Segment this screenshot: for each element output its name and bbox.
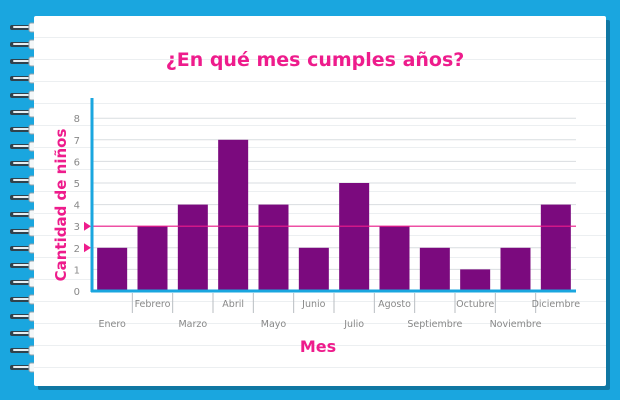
bar (137, 226, 168, 291)
x-tick-label: Abril (222, 299, 244, 310)
x-tick-label: Enero (98, 319, 126, 330)
y-tick-label: 2 (74, 244, 80, 255)
x-tick-label: Octubre (456, 299, 494, 310)
y-tick-label: 7 (74, 136, 80, 147)
bar (258, 204, 289, 291)
x-tick-label: Diciembre (532, 299, 581, 310)
x-tick-label: Marzo (178, 319, 207, 330)
y-tick-label: 4 (74, 201, 80, 212)
bar (419, 247, 450, 291)
bar (540, 204, 571, 291)
bar (177, 204, 208, 291)
bar (460, 269, 491, 291)
y-tick-label: 5 (74, 179, 80, 190)
bar (500, 247, 531, 291)
bar (379, 226, 410, 291)
chart-title: ¿En qué mes cumples años? (166, 49, 465, 71)
x-tick-label: Febrero (135, 299, 171, 310)
y-tick-label: 6 (74, 157, 80, 168)
bar (97, 247, 128, 291)
x-tick-label: Noviembre (490, 319, 542, 330)
bar-chart: ¿En qué mes cumples años? Cantidad de ni… (52, 49, 581, 356)
axis-marker-arrow (84, 221, 91, 231)
x-tick-label: Julio (343, 319, 364, 330)
bar (298, 247, 329, 291)
x-tick-label: Junio (301, 299, 325, 310)
y-tick-label: 1 (74, 265, 80, 276)
x-tick-label: Agosto (378, 299, 411, 310)
y-tick-label: 8 (74, 114, 80, 125)
y-tick-label: 0 (74, 287, 80, 298)
x-tick-label: Septiembre (407, 319, 462, 330)
notebook-page: ¿En qué mes cumples años? Cantidad de ni… (34, 16, 606, 386)
y-tick-label: 3 (74, 222, 80, 233)
x-axis-label: Mes (300, 337, 336, 356)
y-axis-label: Cantidad de niños (52, 129, 70, 282)
bar (218, 139, 249, 291)
axis-marker-arrow (84, 243, 91, 253)
x-tick-label: Mayo (261, 319, 287, 330)
bar (339, 183, 370, 291)
